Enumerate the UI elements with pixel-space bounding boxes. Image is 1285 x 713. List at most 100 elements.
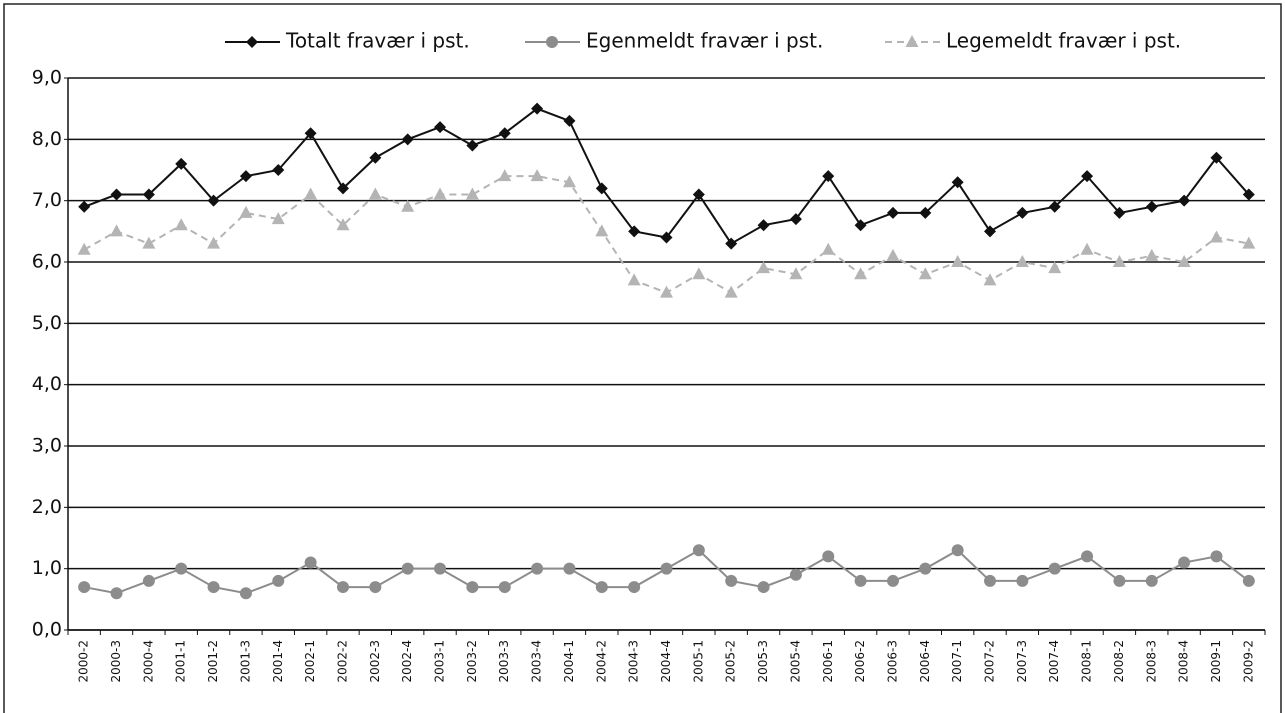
y-tick-label: 5,0 bbox=[32, 312, 62, 334]
x-tick-label: 2008-4 bbox=[1177, 640, 1191, 683]
marker bbox=[498, 581, 511, 594]
x-tick-label: 2001-2 bbox=[206, 640, 220, 683]
x-tick-label: 2005-3 bbox=[756, 640, 770, 683]
marker bbox=[1177, 255, 1191, 267]
marker bbox=[434, 562, 447, 575]
marker bbox=[692, 267, 706, 280]
x-tick-label: 2001-1 bbox=[174, 640, 188, 683]
marker bbox=[1048, 200, 1061, 213]
marker bbox=[854, 574, 867, 587]
marker bbox=[660, 285, 673, 298]
x-tick-label: 2007-1 bbox=[950, 640, 964, 683]
marker bbox=[368, 187, 382, 200]
marker bbox=[1081, 550, 1094, 563]
marker bbox=[239, 587, 252, 600]
x-tick-label: 2006-3 bbox=[885, 640, 899, 683]
y-tick-label: 4,0 bbox=[32, 373, 62, 395]
marker bbox=[466, 139, 479, 152]
x-tick-label: 2002-3 bbox=[368, 640, 382, 683]
marker bbox=[175, 157, 188, 170]
marker bbox=[239, 205, 253, 218]
x-tick-label: 2004-2 bbox=[594, 640, 608, 683]
x-tick-label: 2003-3 bbox=[497, 640, 511, 683]
y-tick-label: 3,0 bbox=[32, 435, 62, 457]
marker bbox=[498, 127, 511, 140]
x-tick-label: 2009-1 bbox=[1209, 640, 1223, 683]
x-tick-label: 2001-4 bbox=[271, 640, 285, 683]
y-tick-label: 6,0 bbox=[32, 251, 62, 273]
marker bbox=[951, 255, 965, 267]
marker bbox=[757, 261, 771, 274]
marker bbox=[1242, 236, 1256, 249]
x-tick-label: 2006-4 bbox=[918, 640, 932, 683]
marker bbox=[207, 581, 220, 594]
marker bbox=[304, 556, 317, 569]
marker bbox=[336, 218, 350, 231]
marker bbox=[530, 169, 544, 182]
legend-label: Egenmeldt fravær i pst. bbox=[586, 29, 823, 53]
marker bbox=[628, 581, 641, 594]
marker bbox=[466, 581, 479, 594]
marker bbox=[369, 151, 382, 164]
marker bbox=[905, 35, 919, 47]
marker bbox=[627, 273, 641, 286]
marker bbox=[142, 188, 155, 201]
marker bbox=[822, 170, 835, 183]
x-tick-label: 2008-3 bbox=[1144, 640, 1158, 683]
marker bbox=[78, 581, 91, 594]
marker bbox=[725, 237, 738, 250]
marker bbox=[918, 267, 932, 280]
marker bbox=[919, 562, 932, 575]
x-tick-label: 2003-4 bbox=[530, 640, 544, 683]
frame bbox=[3, 3, 1282, 713]
marker bbox=[1080, 242, 1094, 255]
marker bbox=[1112, 255, 1126, 267]
marker bbox=[1209, 230, 1223, 243]
x-tick-label: 2008-2 bbox=[1112, 640, 1126, 683]
marker bbox=[336, 182, 349, 195]
x-tick-label: 2002-1 bbox=[303, 640, 317, 683]
marker bbox=[1178, 556, 1191, 569]
x-tick-label: 2005-1 bbox=[691, 640, 705, 683]
marker bbox=[789, 267, 803, 280]
legend-label: Legemeldt fravær i pst. bbox=[946, 29, 1181, 53]
x-tick-label: 2006-2 bbox=[853, 640, 867, 683]
marker bbox=[1016, 574, 1029, 587]
x-tick-label: 2009-2 bbox=[1241, 640, 1255, 683]
legend-label: Totalt fravær i pst. bbox=[285, 29, 470, 53]
marker bbox=[821, 242, 835, 255]
x-tick-label: 2006-1 bbox=[821, 640, 835, 683]
marker bbox=[724, 285, 738, 298]
marker bbox=[757, 219, 770, 232]
y-tick-label: 1,0 bbox=[32, 557, 62, 579]
marker bbox=[854, 219, 867, 232]
marker bbox=[886, 574, 899, 587]
marker bbox=[531, 102, 544, 115]
marker bbox=[401, 199, 415, 212]
marker bbox=[1242, 574, 1255, 587]
marker bbox=[563, 114, 576, 127]
marker bbox=[692, 544, 705, 557]
x-tick-label: 2004-4 bbox=[659, 640, 673, 683]
marker bbox=[1210, 151, 1223, 164]
marker bbox=[304, 187, 318, 200]
marker bbox=[1242, 188, 1255, 201]
x-tick-label: 2007-4 bbox=[1047, 640, 1061, 683]
marker bbox=[595, 182, 608, 195]
marker bbox=[531, 562, 544, 575]
marker bbox=[304, 127, 317, 140]
x-tick-label: 2002-4 bbox=[400, 640, 414, 683]
marker bbox=[886, 206, 899, 219]
y-tick-label: 9,0 bbox=[32, 67, 62, 89]
marker bbox=[562, 175, 576, 188]
marker bbox=[1145, 200, 1158, 213]
marker bbox=[919, 206, 932, 219]
x-tick-label: 2000-2 bbox=[77, 640, 91, 683]
marker bbox=[110, 188, 123, 201]
marker bbox=[272, 164, 285, 176]
marker bbox=[789, 213, 802, 226]
marker bbox=[369, 581, 382, 594]
marker bbox=[1113, 206, 1126, 219]
y-tick-label: 0,0 bbox=[32, 619, 62, 641]
